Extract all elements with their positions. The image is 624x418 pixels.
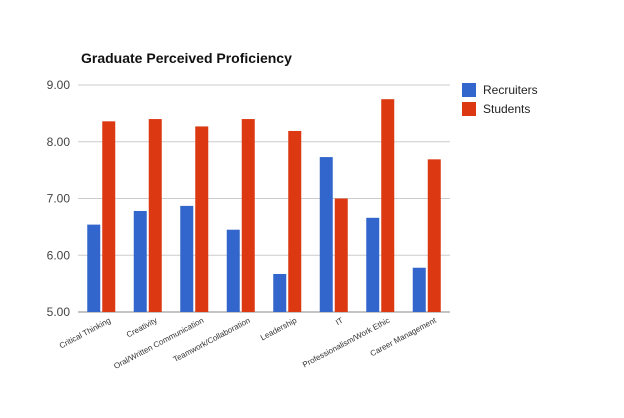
x-category-label: IT [334, 316, 345, 327]
bar-students-4 [288, 130, 302, 312]
legend-swatch-students [462, 102, 476, 116]
y-axis: 5.00 6.00 7.00 8.00 9.00 [47, 78, 71, 319]
y-tick-label: 6.00 [47, 248, 71, 262]
y-tick-label: 9.00 [47, 78, 71, 92]
legend-swatch-recruiters [462, 83, 476, 97]
x-axis: Critical Thinking CreativityOral/Written … [58, 315, 439, 370]
x-category-label: Leadership [259, 316, 299, 343]
bar-students-1 [148, 119, 162, 312]
x-category-label: Teamwork/Collaboration [172, 316, 252, 364]
y-tick-label: 5.00 [47, 305, 71, 319]
x-category-label: Creativity [125, 316, 159, 340]
bar-students-5 [334, 198, 348, 312]
bar-recruiters-1 [133, 210, 147, 312]
bar-recruiters-6 [366, 217, 380, 312]
y-tick-label: 8.00 [47, 135, 71, 149]
bar-students-2 [195, 126, 209, 313]
bar-recruiters-3 [226, 229, 240, 312]
chart-title: Graduate Perceived Proficiency [81, 50, 292, 66]
bar-students-6 [381, 99, 395, 312]
legend-label-recruiters: Recruiters [483, 83, 538, 97]
bar-recruiters-4 [273, 273, 287, 312]
x-category-label: Professionalism/Work Ethic [301, 316, 391, 370]
y-tick-label: 7.00 [47, 192, 71, 206]
legend: Recruiters Students [462, 83, 538, 116]
bar-students-7 [427, 159, 441, 312]
bar-students-3 [241, 119, 255, 312]
bar-recruiters-0 [87, 224, 101, 312]
bar-students-0 [102, 121, 116, 312]
x-category-label: Oral/Written Communication [112, 316, 205, 371]
bar-recruiters-5 [319, 157, 333, 312]
x-category-label: Critical Thinking [58, 316, 112, 351]
legend-label-students: Students [483, 102, 530, 116]
bar-recruiters-2 [180, 205, 194, 312]
bars [87, 99, 441, 313]
bar-recruiters-7 [412, 267, 426, 312]
